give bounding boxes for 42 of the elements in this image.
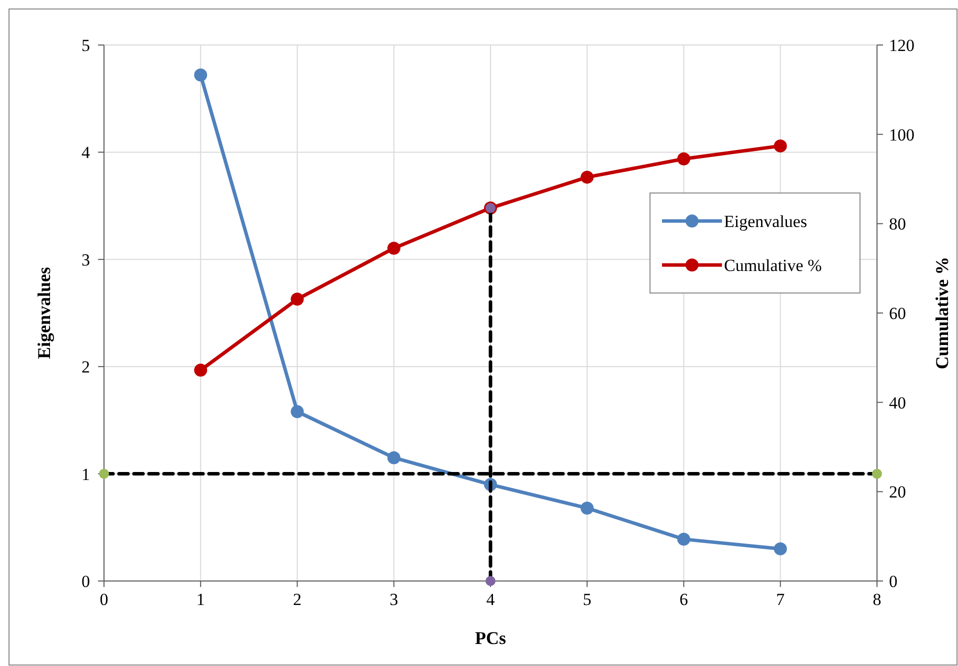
x-tick-label: 8	[872, 590, 882, 609]
point	[677, 152, 690, 166]
x-tick-label: 6	[680, 590, 688, 609]
point	[486, 576, 496, 586]
point	[774, 542, 787, 556]
point	[194, 364, 208, 377]
y2-tick-label: 0	[889, 572, 898, 591]
y2-tick-label: 100	[889, 125, 914, 144]
y2-tick-label: 80	[889, 214, 906, 234]
y-axis-title: Eigenvalues	[34, 266, 54, 360]
y-tick-label: 5	[82, 36, 90, 55]
x-axis-title: PCs	[475, 628, 506, 648]
x-tick-label: 0	[100, 590, 108, 609]
y2-tick-label: 120	[889, 36, 914, 55]
x-tick-label: 3	[390, 590, 398, 609]
point	[580, 170, 594, 184]
y2-tick-label: 40	[889, 393, 906, 412]
y-tick-label: 2	[82, 358, 90, 377]
y2-tick-label: 20	[889, 482, 906, 502]
point	[290, 405, 304, 418]
point	[290, 292, 304, 306]
y-tick-label: 0	[82, 572, 90, 591]
y-tick-label: 3	[82, 250, 90, 270]
point	[387, 451, 400, 464]
x-tick-label: 2	[293, 590, 302, 609]
x-tick-label: 7	[776, 590, 786, 609]
y2-axis-title: Cumulative %	[932, 256, 952, 370]
y2-tick-label: 60	[889, 304, 906, 323]
x-tick-label: 4	[486, 590, 496, 609]
legend-label: Cumulative %	[724, 256, 822, 275]
x-tick-label: 5	[582, 590, 592, 609]
point	[194, 68, 208, 82]
point	[774, 139, 787, 152]
point	[387, 242, 400, 255]
y-tick-label: 1	[82, 464, 90, 484]
point	[677, 532, 690, 546]
point	[580, 502, 594, 515]
point	[872, 468, 882, 479]
x-tick-label: 1	[196, 590, 205, 609]
point	[99, 468, 109, 479]
y-tick-label: 4	[82, 143, 90, 162]
legend-label: Eigenvalues	[724, 212, 808, 231]
